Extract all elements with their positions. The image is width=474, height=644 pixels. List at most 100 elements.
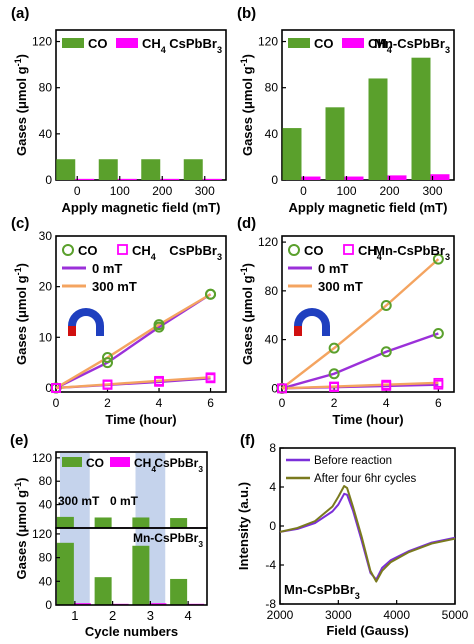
y-tick-label: 120 <box>32 451 52 465</box>
series-line <box>281 381 439 390</box>
x-axis-label: Cycle numbers <box>85 624 178 639</box>
ch4-bar <box>387 175 407 180</box>
x-tick-label: 4 <box>383 396 390 410</box>
ch4-bar-bottom <box>73 603 91 605</box>
co-marker <box>205 288 217 300</box>
co-marker <box>432 253 444 265</box>
y-axis-label: Gases (μmol g-1) <box>13 477 29 579</box>
panel-letter: (e) <box>10 432 28 449</box>
y-tick-label: 40 <box>265 333 279 347</box>
x-axis-label: Field (Gauss) <box>326 623 408 638</box>
x-tick-label: 2 <box>104 396 111 410</box>
y-tick-label: 0 <box>45 598 52 612</box>
legend-ch4-label: CH4 <box>134 456 156 474</box>
y-tick-label: 30 <box>39 229 53 243</box>
ch4-marker <box>154 375 164 386</box>
ch4-marker <box>329 381 340 392</box>
series-line <box>281 332 439 390</box>
legend-ch4-swatch <box>116 38 138 48</box>
x-tick-label: 0 <box>74 184 81 198</box>
co-marker <box>328 342 340 354</box>
x-tick-label: 6 <box>207 396 214 410</box>
legend-co-swatch <box>62 457 82 467</box>
x-tick-label: 200 <box>152 184 172 198</box>
sample-label: Mn-CsPbBr3 <box>374 243 450 262</box>
legend-co-swatch <box>288 38 310 48</box>
y-axis-label: Gases (μmol g-1) <box>13 263 29 365</box>
plot-frame <box>281 29 455 181</box>
co-marker <box>102 357 114 369</box>
co-bar <box>368 78 388 180</box>
co-bar-top <box>132 517 150 528</box>
x-tick-label: 2 <box>109 608 116 623</box>
series-line <box>55 376 211 390</box>
legend-after-label: After four 6hr cycles <box>314 473 417 485</box>
co-bar <box>282 128 302 180</box>
x-tick-label: 4 <box>185 608 192 623</box>
ch4-marker <box>433 377 444 388</box>
co-bar <box>411 57 431 180</box>
legend-ch4-label: CH4 <box>132 243 157 262</box>
ch4-bar <box>301 176 321 180</box>
panel-c-chart: (c) 0 10 20 30 0 2 4 6 Time (hour) Gases (μmol g-1… <box>11 215 227 427</box>
y-tick-label: -4 <box>265 558 276 572</box>
x-tick-label: 6 <box>435 396 442 410</box>
y-tick-label: 8 <box>269 441 276 455</box>
y-tick-label: 80 <box>39 474 53 488</box>
legend-0mt-label: 0 mT <box>318 261 348 276</box>
co-marker <box>328 368 340 380</box>
co-bar <box>325 107 345 180</box>
field-label-0mt: 0 mT <box>110 494 139 508</box>
y-tick-label: 40 <box>39 498 53 512</box>
x-tick-label: 4 <box>156 396 163 410</box>
legend-ch4-swatch <box>342 38 364 48</box>
x-axis-label: Time (hour) <box>105 412 176 427</box>
co-bar-bottom <box>56 542 74 605</box>
y-tick-label: 120 <box>32 527 52 541</box>
plot-frame <box>55 235 227 393</box>
y-tick-label: 20 <box>39 280 53 294</box>
legend-co-label: CO <box>314 36 334 51</box>
y-tick-label: 40 <box>39 574 53 588</box>
y-axis-label: Gases (μmol g-1) <box>239 54 255 156</box>
co-bar-top <box>170 518 188 528</box>
x-tick-label: 3000 <box>325 608 352 622</box>
plot-frame-bottom <box>55 527 208 606</box>
legend-co-label: CO <box>86 456 104 470</box>
legend-ch4-label: CH4 <box>368 36 393 55</box>
panel-letter: (c) <box>11 215 29 232</box>
after-cycles-line <box>279 485 456 583</box>
legend-300mt-label: 300 mT <box>318 279 363 294</box>
co-bar <box>141 159 161 180</box>
magnet-pole-north <box>294 326 302 336</box>
plot-frame <box>55 29 227 181</box>
y-axis-label: Gases (μmol g-1) <box>13 54 29 156</box>
y-tick-label: 10 <box>39 330 53 344</box>
x-tick-label: 2 <box>331 396 338 410</box>
ch4-bar <box>160 178 180 180</box>
y-tick-label: 120 <box>258 235 278 249</box>
before-reaction-line <box>279 492 456 581</box>
legend-co-marker <box>62 244 74 256</box>
y-tick-label: 80 <box>39 81 53 95</box>
y-tick-label: 120 <box>32 35 52 49</box>
ch4-bar <box>430 174 450 180</box>
ch4-marker <box>277 383 287 394</box>
ch4-bar <box>75 178 95 180</box>
ch4-marker <box>102 379 113 390</box>
sample-label-top: CsPbBr3 <box>154 456 203 474</box>
ch4-marker <box>381 379 392 390</box>
ch4-bar-bottom <box>149 603 167 605</box>
magnet-pole-south <box>96 326 104 336</box>
panel-letter: (b) <box>237 5 256 22</box>
panel-d-chart: (d) 0 40 80 120 0 2 4 6 Time (hour) Gases (μmol g-… <box>237 215 455 427</box>
ch4-marker <box>51 383 61 393</box>
panel-b-chart: (b) 0 40 80 120 0 100 200 300 Apply magnetic fiel… <box>237 5 455 215</box>
x-tick-label: 100 <box>110 184 130 198</box>
y-tick-label: 80 <box>265 284 279 298</box>
co-marker <box>432 328 444 339</box>
ch4-bar <box>344 176 364 180</box>
co-marker <box>153 319 165 331</box>
x-tick-label: 5000 <box>442 608 469 622</box>
